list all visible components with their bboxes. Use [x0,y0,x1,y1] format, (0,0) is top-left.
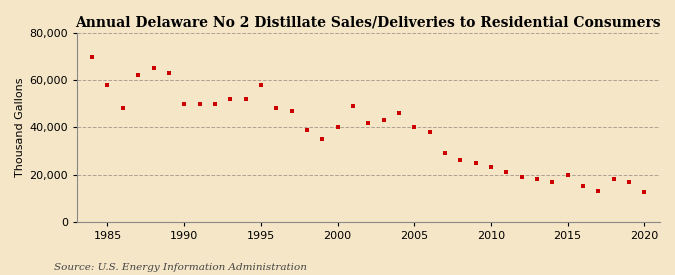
Y-axis label: Thousand Gallons: Thousand Gallons [15,78,25,177]
Title: Annual Delaware No 2 Distillate Sales/Deliveries to Residential Consumers: Annual Delaware No 2 Distillate Sales/De… [76,15,661,29]
Text: Source: U.S. Energy Information Administration: Source: U.S. Energy Information Administ… [54,263,307,272]
